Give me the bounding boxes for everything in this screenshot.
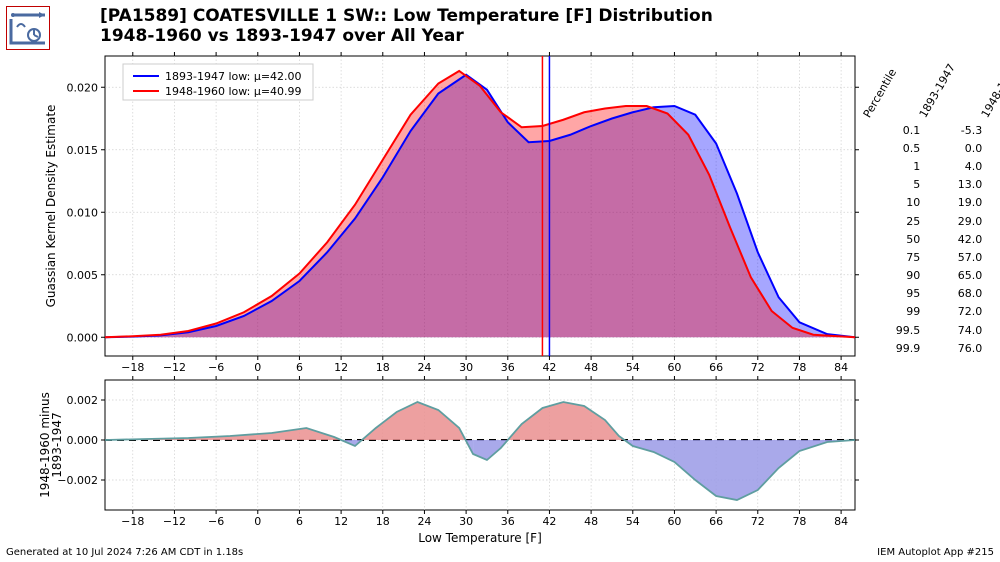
svg-text:12: 12 xyxy=(334,515,348,528)
footer-generated: Generated at 10 Jul 2024 7:26 AM CDT in … xyxy=(6,547,243,558)
svg-text:48: 48 xyxy=(584,361,598,374)
svg-text:0.010: 0.010 xyxy=(67,206,99,219)
svg-text:30: 30 xyxy=(459,515,473,528)
svg-text:18: 18 xyxy=(376,361,390,374)
svg-text:Low Temperature [F]: Low Temperature [F] xyxy=(418,531,542,545)
svg-text:84: 84 xyxy=(834,515,848,528)
ptable-cell: 64.0 xyxy=(990,268,1000,284)
ptable-cell: 74.0 xyxy=(990,340,1000,356)
ptable-cell: 5 xyxy=(872,177,926,193)
svg-text:60: 60 xyxy=(667,515,681,528)
svg-text:18: 18 xyxy=(376,515,390,528)
ptable-cell: 71.0 xyxy=(990,304,1000,320)
ptable-cell: 65.0 xyxy=(928,268,988,284)
ptable-cell: 42.0 xyxy=(928,231,988,247)
svg-text:48: 48 xyxy=(584,515,598,528)
svg-text:54: 54 xyxy=(626,515,640,528)
ptable-cell: 19.0 xyxy=(990,195,1000,211)
svg-text:66: 66 xyxy=(709,361,723,374)
svg-text:78: 78 xyxy=(792,361,806,374)
ptable-cell: 10 xyxy=(872,195,926,211)
ptable-cell: 0.0 xyxy=(928,140,988,156)
ptable-cell: 4.0 xyxy=(928,158,988,174)
svg-text:42: 42 xyxy=(542,361,556,374)
svg-text:12: 12 xyxy=(334,361,348,374)
ptable-cell: 13.0 xyxy=(928,177,988,193)
svg-text:1948-1960 low: µ=40.99: 1948-1960 low: µ=40.99 xyxy=(165,85,302,98)
ptable-cell: 67.0 xyxy=(990,286,1000,302)
ptable-cell: 19.0 xyxy=(928,195,988,211)
svg-text:0.015: 0.015 xyxy=(67,144,99,157)
ptable-cell: 68.0 xyxy=(928,286,988,302)
ptable-cell: 57.0 xyxy=(928,249,988,265)
ptable-cell: 25 xyxy=(872,213,926,229)
ptable-cell: 72.0 xyxy=(990,322,1000,338)
svg-text:−12: −12 xyxy=(163,515,186,528)
svg-text:−6: −6 xyxy=(208,361,224,374)
svg-text:1893-1947 low: µ=42.00: 1893-1947 low: µ=42.00 xyxy=(165,70,302,83)
svg-text:−18: −18 xyxy=(121,515,144,528)
ptable-cell: 95 xyxy=(872,286,926,302)
svg-text:24: 24 xyxy=(417,361,431,374)
svg-text:0: 0 xyxy=(254,361,261,374)
plot-canvas: −18−12−606121824303642485460667278840.00… xyxy=(0,0,1000,562)
ptable-cell: 74.0 xyxy=(928,322,988,338)
svg-text:0.002: 0.002 xyxy=(67,394,99,407)
ptable-cell: 1 xyxy=(872,158,926,174)
svg-text:84: 84 xyxy=(834,361,848,374)
ptable-cell: 5.0 xyxy=(990,158,1000,174)
svg-text:72: 72 xyxy=(751,515,765,528)
ptable-cell: 90 xyxy=(872,268,926,284)
ptable-cell: 29.0 xyxy=(928,213,988,229)
svg-text:0.000: 0.000 xyxy=(67,434,99,447)
svg-text:36: 36 xyxy=(501,361,515,374)
svg-text:0: 0 xyxy=(254,515,261,528)
ptable-cell: 99.5 xyxy=(872,322,926,338)
svg-text:30: 30 xyxy=(459,361,473,374)
ptable-cell: 99 xyxy=(872,304,926,320)
svg-text:−12: −12 xyxy=(163,361,186,374)
svg-text:78: 78 xyxy=(792,515,806,528)
svg-text:42: 42 xyxy=(542,515,556,528)
footer-app: IEM Autoplot App #215 xyxy=(877,547,994,558)
svg-text:66: 66 xyxy=(709,515,723,528)
ptable-cell: 72.0 xyxy=(928,304,988,320)
svg-text:−18: −18 xyxy=(121,361,144,374)
ptable-cell: 55.0 xyxy=(990,249,1000,265)
ptable-cell: 14.0 xyxy=(990,177,1000,193)
ptable-cell: -1.3 xyxy=(990,122,1000,138)
svg-text:54: 54 xyxy=(626,361,640,374)
ptable-cell: 0.5 xyxy=(872,140,926,156)
svg-text:36: 36 xyxy=(501,515,515,528)
ptable-cell: 41.0 xyxy=(990,231,1000,247)
svg-text:72: 72 xyxy=(751,361,765,374)
svg-text:Guassian Kernel Density Estima: Guassian Kernel Density Estimate xyxy=(44,105,58,308)
svg-text:6: 6 xyxy=(296,515,303,528)
ptable-cell: 50 xyxy=(872,231,926,247)
ptable-cell: -5.3 xyxy=(928,122,988,138)
svg-text:24: 24 xyxy=(417,515,431,528)
ptable-cell: 76.0 xyxy=(928,340,988,356)
svg-text:−6: −6 xyxy=(208,515,224,528)
svg-text:60: 60 xyxy=(667,361,681,374)
svg-text:0.005: 0.005 xyxy=(67,269,99,282)
ptable-cell: 99.9 xyxy=(872,340,926,356)
percentile-table: Percentile1893-19471948-19600.1-5.3-1.30… xyxy=(870,105,1000,358)
svg-text:0.000: 0.000 xyxy=(67,331,99,344)
svg-text:1893-1947: 1893-1947 xyxy=(50,412,64,477)
ptable-cell: 0.1 xyxy=(872,122,926,138)
svg-text:6: 6 xyxy=(296,361,303,374)
svg-text:0.020: 0.020 xyxy=(67,81,99,94)
ptable-cell: 2.0 xyxy=(990,140,1000,156)
ptable-cell: 28.0 xyxy=(990,213,1000,229)
ptable-cell: 75 xyxy=(872,249,926,265)
